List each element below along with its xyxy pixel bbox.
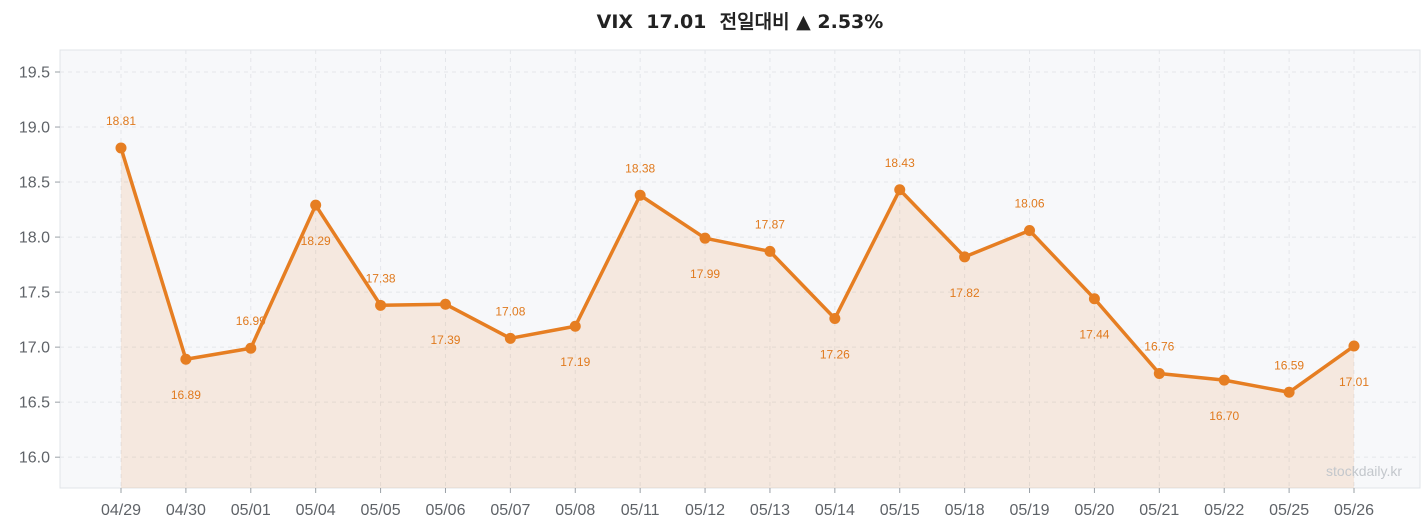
data-label: 17.44 — [1079, 328, 1109, 342]
x-tick-label: 05/12 — [685, 502, 725, 519]
data-point — [439, 298, 451, 310]
x-tick-label: 05/04 — [296, 502, 336, 519]
data-point — [375, 299, 387, 311]
y-tick-label: 18.0 — [19, 230, 50, 247]
series-line — [119, 146, 1356, 395]
x-tick-label: 05/05 — [361, 502, 401, 519]
x-tick-label: 05/20 — [1074, 502, 1114, 519]
data-point — [1088, 293, 1100, 305]
data-point — [829, 313, 841, 325]
data-label: 17.01 — [1339, 375, 1369, 389]
data-point — [1348, 340, 1360, 352]
x-tick-label: 05/19 — [1010, 502, 1050, 519]
data-labels: 18.81 16.89 16.99 18.29 17.38 17.39 17.08 17.19… — [106, 114, 1369, 423]
y-tick-label: 19.5 — [19, 65, 50, 82]
y-tick-label: 18.5 — [19, 175, 50, 192]
data-point — [1218, 374, 1230, 386]
watermark: stockdaily.kr — [1326, 463, 1402, 479]
x-tick-label: 05/25 — [1269, 502, 1309, 519]
data-label: 16.76 — [1144, 340, 1174, 354]
data-point — [245, 342, 257, 354]
x-tick-label: 05/21 — [1139, 502, 1179, 519]
x-tick-label: 05/15 — [880, 502, 920, 519]
x-tick-label: 04/29 — [101, 502, 141, 519]
data-label: 18.81 — [106, 114, 136, 128]
data-point — [504, 332, 516, 344]
y-tick-label: 16.5 — [19, 395, 50, 412]
x-tick-label: 05/06 — [425, 502, 465, 519]
data-label: 17.87 — [755, 217, 785, 231]
data-label: 17.99 — [690, 267, 720, 281]
x-tick-label: 05/08 — [555, 502, 595, 519]
data-label: 18.06 — [1015, 196, 1045, 210]
data-point — [180, 353, 192, 365]
y-tick-label: 19.0 — [19, 120, 50, 137]
data-label: 16.70 — [1209, 409, 1239, 423]
y-axis: 16.0 16.5 17.0 17.5 18.0 18.5 19.0 19.5 — [19, 65, 60, 467]
data-label: 17.82 — [950, 286, 980, 300]
data-label: 18.38 — [625, 161, 655, 175]
data-point — [1024, 224, 1036, 236]
x-tick-label: 05/11 — [621, 502, 660, 519]
x-tick-label: 05/07 — [490, 502, 530, 519]
data-point — [310, 199, 322, 211]
x-tick-label: 05/14 — [815, 502, 855, 519]
chart-title: VIX 17.01 전일대비 ▲ 2.53% — [596, 11, 884, 33]
data-label: 17.08 — [495, 304, 525, 318]
data-point — [699, 232, 711, 244]
x-tick-label: 05/26 — [1334, 502, 1374, 519]
data-label: 16.59 — [1274, 358, 1304, 372]
data-point — [894, 184, 906, 196]
data-label: 17.19 — [560, 355, 590, 369]
y-tick-label: 17.5 — [19, 285, 50, 302]
data-point — [764, 245, 776, 257]
x-tick-label: 05/18 — [945, 502, 985, 519]
x-axis: 04/29 04/30 05/01 05/04 05/05 05/06 05/07 05/08… — [101, 488, 1374, 519]
data-label: 17.26 — [820, 348, 850, 362]
y-tick-label: 16.0 — [19, 450, 50, 467]
y-tick-label: 17.0 — [19, 340, 50, 357]
grid-lines — [60, 50, 1420, 488]
data-label: 18.29 — [301, 234, 331, 248]
area-fill — [121, 147, 1354, 489]
data-label: 17.39 — [430, 333, 460, 347]
data-point — [115, 142, 127, 154]
x-tick-label: 05/01 — [231, 502, 271, 519]
data-point — [569, 320, 581, 332]
data-point — [634, 189, 646, 201]
data-label: 16.99 — [236, 314, 266, 328]
data-point — [959, 251, 971, 263]
x-tick-label: 05/13 — [750, 502, 790, 519]
x-tick-label: 04/30 — [166, 502, 206, 519]
data-points — [115, 142, 1360, 398]
data-point — [1283, 386, 1295, 398]
data-label: 18.43 — [885, 156, 915, 170]
data-label: 17.38 — [366, 271, 396, 285]
x-tick-label: 05/22 — [1204, 502, 1244, 519]
data-point — [1153, 368, 1165, 380]
data-label: 16.89 — [171, 388, 201, 402]
